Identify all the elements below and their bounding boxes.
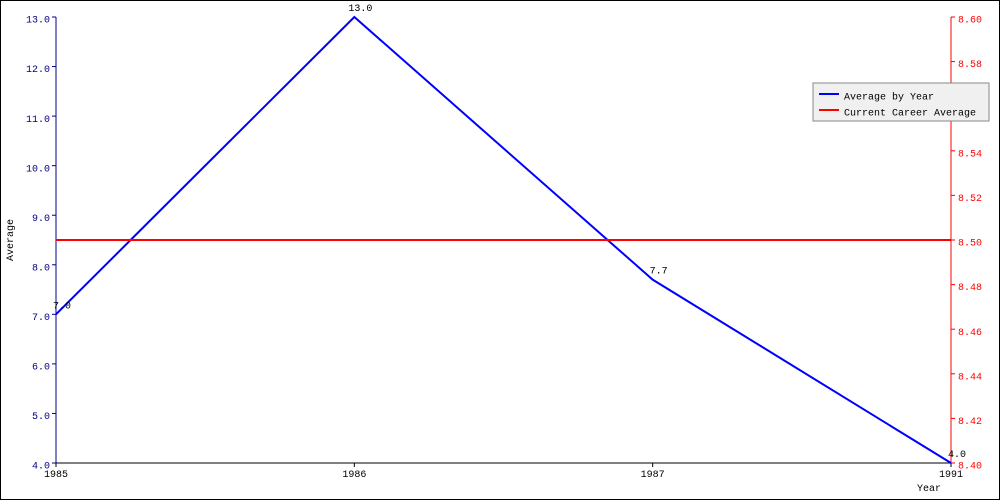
y-right-tick-label: 8.58 (958, 60, 982, 71)
y-left-axis-title: Average (6, 219, 17, 261)
y-right-tick-label: 8.54 (958, 149, 982, 160)
y-left-tick-label: 10.0 (26, 164, 50, 175)
y-right-tick-label: 8.60 (958, 16, 982, 27)
y-left-tick-label: 7.0 (32, 313, 50, 324)
data-point-label: 7.7 (650, 267, 668, 278)
y-right-tick-label: 8.50 (958, 239, 982, 250)
x-tick-label: 1985 (44, 470, 68, 481)
y-left-tick-label: 11.0 (26, 115, 50, 126)
y-left-tick-label: 8.0 (32, 263, 50, 274)
x-tick-label: 1987 (641, 470, 665, 481)
y-right-tick-label: 8.52 (958, 194, 982, 205)
chart-svg: 4.05.06.07.08.09.010.011.012.013.08.408.… (1, 1, 1000, 501)
y-left-tick-label: 9.0 (32, 214, 50, 225)
chart-container: 4.05.06.07.08.09.010.011.012.013.08.408.… (0, 0, 1000, 500)
legend-label: Current Career Average (844, 109, 976, 120)
data-point-label: 13.0 (348, 4, 372, 15)
y-left-tick-label: 5.0 (32, 412, 50, 423)
data-point-label: 7.0 (53, 301, 71, 312)
x-tick-label: 1991 (939, 470, 963, 481)
y-right-tick-label: 8.44 (958, 372, 982, 383)
y-right-tick-label: 8.46 (958, 328, 982, 339)
y-left-tick-label: 12.0 (26, 65, 50, 76)
y-right-tick-label: 8.42 (958, 417, 982, 428)
y-left-tick-label: 6.0 (32, 363, 50, 374)
data-point-label: 4.0 (948, 450, 966, 461)
x-tick-label: 1986 (342, 470, 366, 481)
y-left-tick-label: 13.0 (26, 16, 50, 27)
y-right-tick-label: 8.48 (958, 283, 982, 294)
legend-label: Average by Year (844, 92, 934, 104)
x-axis-title: Year (917, 484, 941, 495)
